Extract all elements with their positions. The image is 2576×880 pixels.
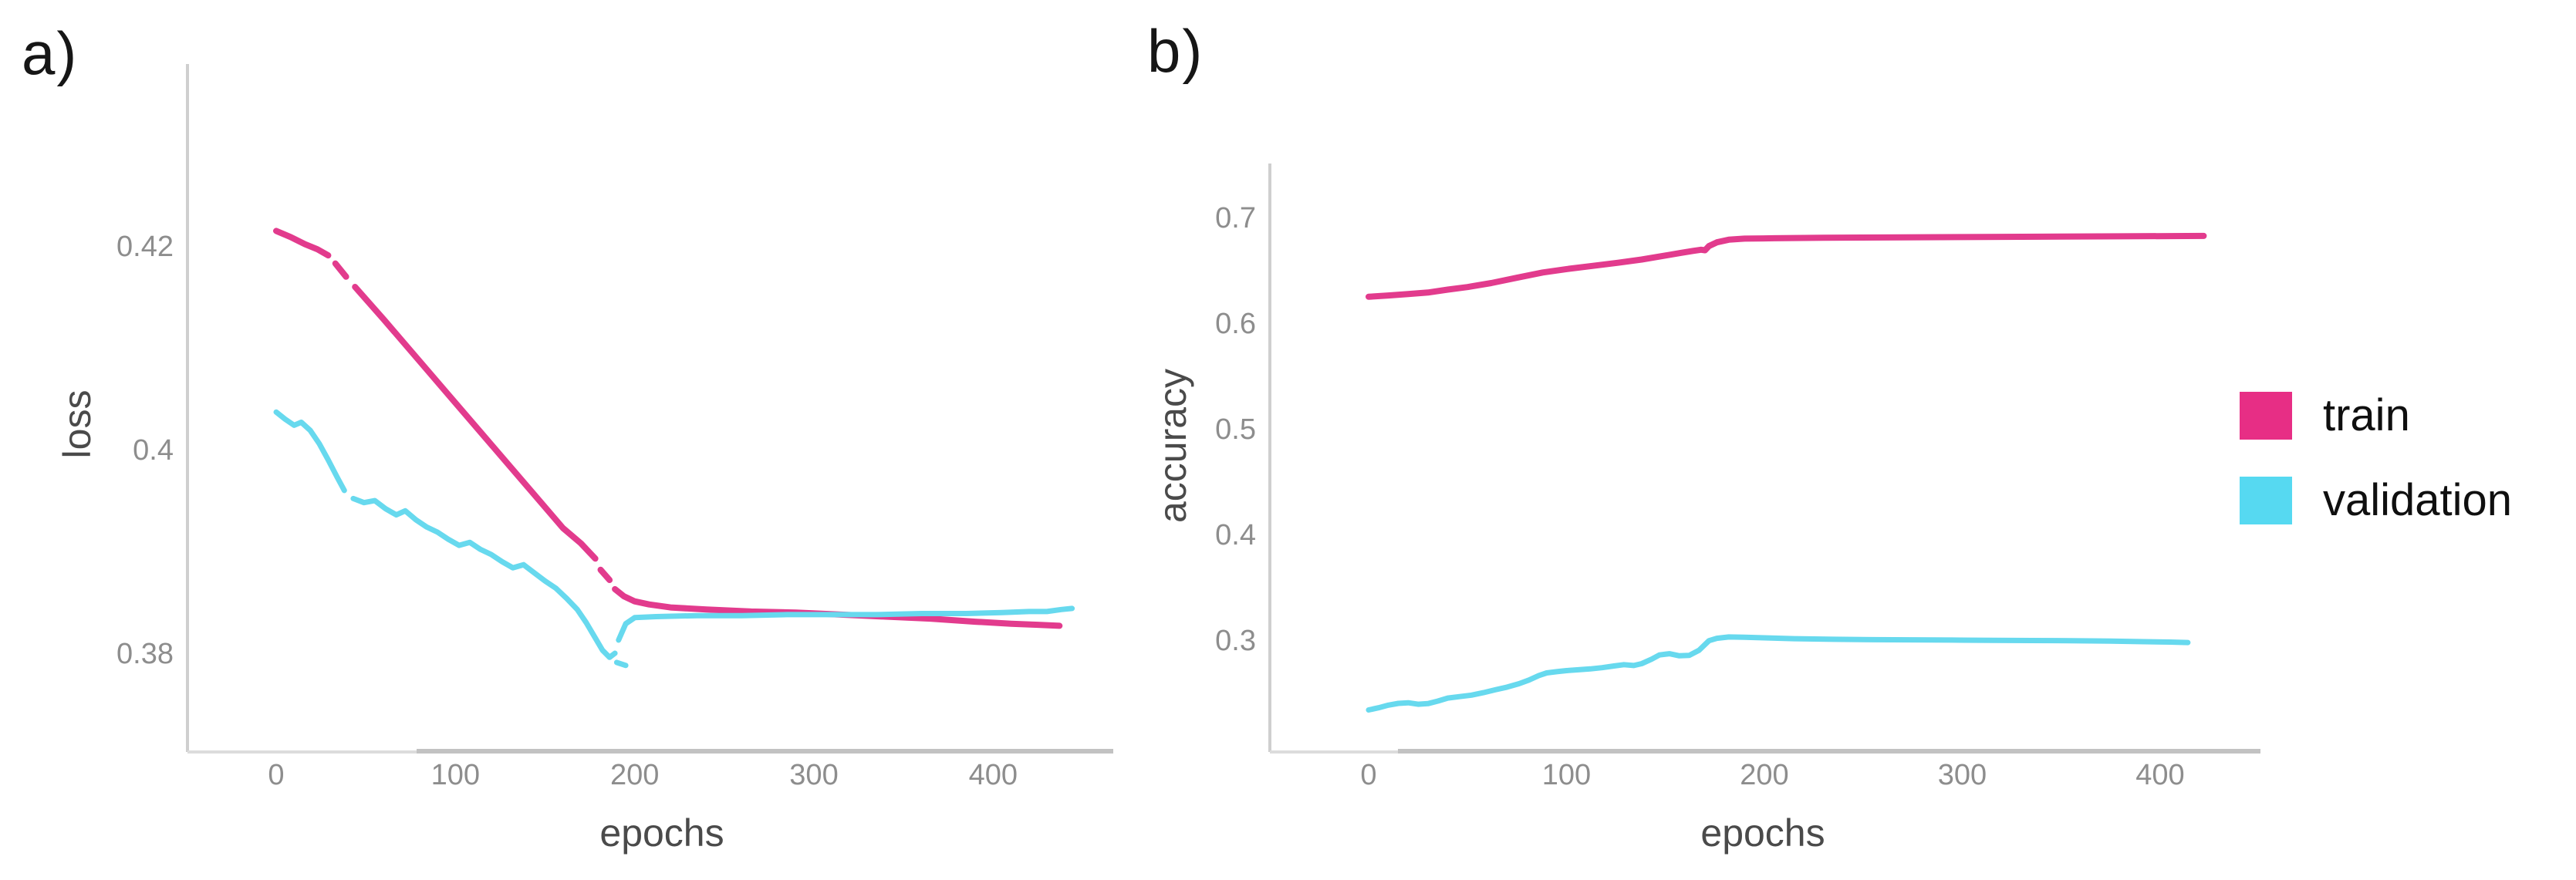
x-tick-label-b: 200 (1740, 759, 1788, 791)
x-tick-label-a: 400 (969, 759, 1018, 791)
validation-line-b (1366, 634, 2191, 713)
x-tick-label-a: 300 (789, 759, 838, 791)
train-line-a (352, 284, 599, 562)
validation-color-swatch (2240, 476, 2292, 524)
y-tick-label-b: 0.4 (1215, 519, 1256, 551)
train-line-a (332, 260, 349, 280)
y-tick-label-a: 0.42 (116, 231, 174, 263)
y-tick-label-a: 0.38 (116, 638, 174, 670)
y-tick-label-b: 0.6 (1215, 308, 1256, 340)
x-tick-label-b: 300 (1938, 759, 1987, 791)
x-tick-label-b: 400 (2135, 759, 2184, 791)
x-tick-label-b: 0 (1360, 759, 1376, 791)
x-tick-label-b: 100 (1542, 759, 1591, 791)
legend-label-train: train (2323, 390, 2410, 440)
train-line-b (1366, 232, 2207, 300)
x-tick-label-a: 200 (610, 759, 659, 791)
x-tick-label-a: 100 (431, 759, 480, 791)
legend-label-validation: validation (2323, 475, 2513, 525)
x-tick-label-a: 0 (268, 759, 284, 791)
y-tick-label-b: 0.7 (1215, 202, 1256, 234)
y-tick-label-a: 0.4 (133, 434, 174, 467)
y-tick-label-b: 0.3 (1215, 625, 1256, 657)
validation-line-a (613, 659, 629, 669)
legend-item-validation: validation (2240, 474, 2512, 526)
train-color-swatch (2240, 391, 2292, 440)
train-line-a (612, 585, 1063, 629)
panel-b-label: b) (1147, 17, 1204, 85)
panel-a-label: a) (22, 19, 79, 87)
train-line-a (597, 566, 613, 583)
legend-item-train: train (2240, 389, 2512, 441)
validation-line-a (350, 495, 618, 660)
validation-line-a (616, 605, 1075, 643)
legend: train validation (2240, 389, 2512, 526)
panel-a-y-axis-title: loss (56, 389, 99, 459)
panel-a-x-axis-title: epochs (599, 811, 724, 855)
panel-b-y-axis-title: accuracy (1151, 368, 1194, 524)
y-tick-label-b: 0.5 (1215, 413, 1256, 446)
panel-b-x-axis-title: epochs (1700, 811, 1825, 855)
validation-line-a (273, 409, 347, 494)
train-line-a (273, 228, 332, 259)
